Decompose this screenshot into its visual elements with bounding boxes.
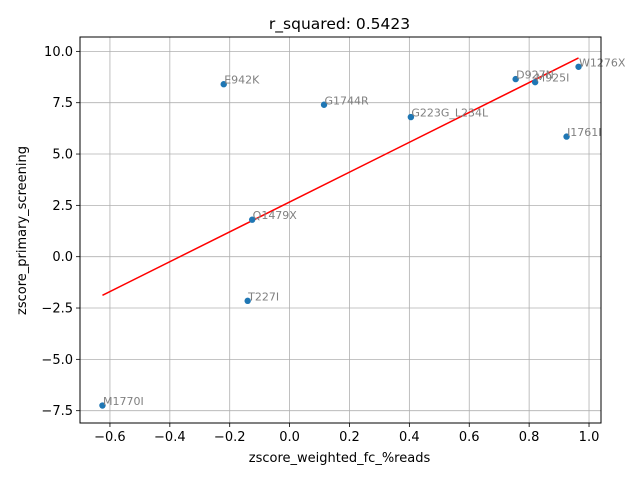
y-tick-label: −5.0 [41,353,73,368]
y-tick-label: −2.5 [41,302,73,317]
y-axis-label: zscore_primary_screening [15,146,30,315]
x-tick-label: −0.2 [214,430,246,445]
data-point-label: T227I [247,290,279,303]
x-tick-label: 0.4 [399,430,420,445]
x-tick-label: −0.4 [154,430,186,445]
data-point [575,63,582,70]
grid-layer [80,37,601,423]
y-tick-label: 10.0 [44,45,73,60]
data-point-label: E942K [224,74,260,87]
x-tick-label: 0.2 [339,430,360,445]
regression-line [102,57,579,296]
y-tick-label: −7.5 [41,404,73,419]
data-point [407,113,415,121]
data-point-label: D927N [516,69,554,82]
x-tick-label: 0.8 [519,430,540,445]
x-tick-label: 0.0 [279,430,300,445]
x-tick-label: −0.6 [94,430,126,445]
data-point [244,297,251,305]
data-point-label: M925I [536,72,570,85]
data-point [563,133,570,140]
y-tick-label: 2.5 [52,199,73,214]
data-point-label: M1770I [103,395,144,408]
data-point [512,75,519,83]
data-point-label: W1276X [579,56,626,69]
data-point-label: I1761I [567,126,601,139]
points-layer [99,63,582,409]
y-tick-label: 5.0 [52,148,73,163]
data-point-label: G1744R [325,94,370,107]
data-point [99,402,106,409]
x-axis-label: zscore_weighted_fc_%reads [249,451,431,466]
chart-title: r_squared: 0.5423 [269,15,410,34]
data-point [531,78,539,86]
data-point-label: G223G_L234L [411,107,489,120]
y-tick-label: 0.0 [52,250,73,265]
ticks-layer: −0.6 −0.4 −0.2 0.0 0.2 0.4 0.6 0.8 1.0 −7.5 −5.0 −2… [41,45,599,445]
x-tick-label: 0.6 [459,430,480,445]
data-point [248,216,256,223]
y-tick-label: 7.5 [52,96,73,111]
x-tick-label: 1.0 [579,430,600,445]
data-point [220,81,227,88]
fit-line-layer [102,57,579,296]
data-point-label: Q1479X [253,209,298,222]
plot-frame [79,36,602,424]
data-point [320,101,328,108]
